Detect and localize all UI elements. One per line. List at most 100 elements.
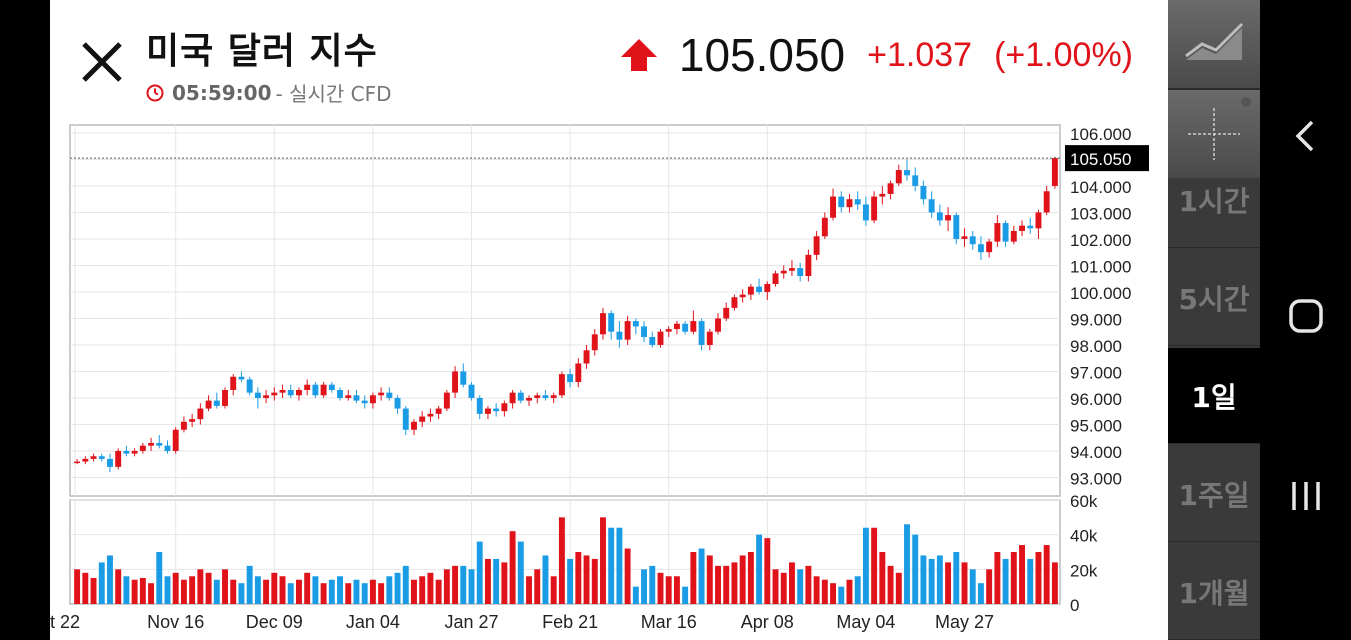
volume-bar xyxy=(789,562,795,604)
date-tick-label: May 04 xyxy=(836,612,895,632)
price-chart[interactable]: 106.000 104.000 103.000 102.000 101.000 100.0… xyxy=(50,0,1168,640)
volume-bar xyxy=(180,579,187,604)
volume-bar xyxy=(435,579,442,604)
price-change-percent: (+1.00%) xyxy=(994,35,1133,74)
chart-axes: 106.000 104.000 103.000 102.000 101.000 100.0… xyxy=(50,125,1149,632)
candle-body xyxy=(624,321,631,340)
candle-body xyxy=(419,416,426,422)
candle-body xyxy=(90,456,97,459)
crosshair-button[interactable] xyxy=(1168,90,1260,178)
volume-bar xyxy=(961,562,968,604)
volume-bar xyxy=(624,548,631,604)
candle-body xyxy=(657,331,664,345)
candle-body xyxy=(813,236,820,255)
candle-body xyxy=(304,384,311,390)
volume-bar xyxy=(641,569,648,604)
timeframe-2[interactable]: 1일 xyxy=(1168,348,1260,444)
candle-body xyxy=(254,392,261,398)
candle-body xyxy=(871,196,878,221)
volume-bar xyxy=(723,565,730,604)
back-icon[interactable] xyxy=(1280,110,1332,162)
candle-body xyxy=(1043,191,1050,213)
volume-bar xyxy=(854,576,861,604)
volume-bar xyxy=(591,558,598,604)
volume-bar xyxy=(690,552,697,604)
volume-bar xyxy=(657,572,664,604)
volume-bar xyxy=(131,579,138,604)
candle-body xyxy=(649,337,656,345)
candle-body xyxy=(583,350,590,364)
candle-body xyxy=(591,334,598,351)
candle-body xyxy=(263,395,270,398)
candle-body xyxy=(452,371,459,393)
volume-bar xyxy=(797,569,804,604)
volume-bar xyxy=(296,579,302,604)
candle-body xyxy=(945,215,952,221)
candle-body xyxy=(558,374,565,396)
volume-bar xyxy=(575,552,582,604)
candle-body xyxy=(608,313,615,332)
volume-bar xyxy=(369,579,376,604)
volume-tick-label: 0 xyxy=(1070,596,1079,615)
candle-body xyxy=(139,445,146,451)
volume-bar xyxy=(156,552,163,604)
recents-icon[interactable] xyxy=(1280,470,1332,522)
volume-bar xyxy=(567,558,574,604)
volume-bar xyxy=(279,576,286,604)
candle-body xyxy=(846,199,853,208)
candle-body xyxy=(230,376,237,390)
candle-body xyxy=(936,212,943,221)
volume-bar xyxy=(534,569,541,604)
volume-bar xyxy=(337,576,343,604)
volume-bar xyxy=(304,572,311,604)
volume-bar xyxy=(287,583,294,604)
candle-body xyxy=(780,270,787,274)
volume-bar xyxy=(443,569,450,604)
candle-body xyxy=(394,397,401,409)
volume-bar xyxy=(312,576,319,604)
price-tick-label: 95.000 xyxy=(1070,416,1122,435)
candle-body xyxy=(1010,231,1017,242)
price-tick-label: 96.000 xyxy=(1070,390,1122,409)
candle-body xyxy=(616,331,623,340)
current-price-tag-label: 105.050 xyxy=(1070,150,1131,169)
candle-body xyxy=(279,390,286,393)
volume-bar xyxy=(98,562,105,604)
volume-bar xyxy=(583,555,590,604)
price-tick-label: 98.000 xyxy=(1070,337,1122,356)
candle-body xyxy=(887,183,894,194)
volume-bar xyxy=(780,572,787,604)
close-icon[interactable] xyxy=(78,38,126,86)
crosshair-icon xyxy=(1188,97,1251,160)
candle-body xyxy=(156,443,163,446)
timeframe-1[interactable]: 5시간 xyxy=(1168,250,1260,346)
price-tick-label: 103.000 xyxy=(1070,204,1131,223)
candle-body xyxy=(550,395,557,398)
home-icon[interactable] xyxy=(1280,290,1332,342)
candle-body xyxy=(369,395,376,404)
candle-body xyxy=(682,323,689,332)
candle-body xyxy=(98,456,105,459)
volume-bar xyxy=(82,572,89,604)
candle-body xyxy=(509,392,516,404)
candle-body xyxy=(797,268,804,277)
volume-bar xyxy=(1035,552,1042,604)
volume-bar xyxy=(419,576,426,604)
candle-body xyxy=(706,331,713,345)
candle-body xyxy=(739,294,746,298)
current-price-tag xyxy=(1065,145,1149,172)
candle-body xyxy=(756,286,763,292)
timeframe-4[interactable]: 1개월 xyxy=(1168,544,1260,640)
candle-body xyxy=(345,395,352,398)
volume-bar xyxy=(665,576,672,604)
chart-type-button[interactable] xyxy=(1168,0,1260,90)
volume-bar xyxy=(115,569,122,604)
timeframe-3[interactable]: 1주일 xyxy=(1168,446,1260,542)
candle-body xyxy=(830,196,836,218)
timeframe-0[interactable]: 1시간 xyxy=(1168,152,1260,248)
candle-body xyxy=(821,217,828,237)
candle-body xyxy=(271,392,278,396)
candle-body xyxy=(287,390,294,396)
candle-body xyxy=(961,236,968,239)
quote-time: 05:59:00 xyxy=(172,80,272,105)
